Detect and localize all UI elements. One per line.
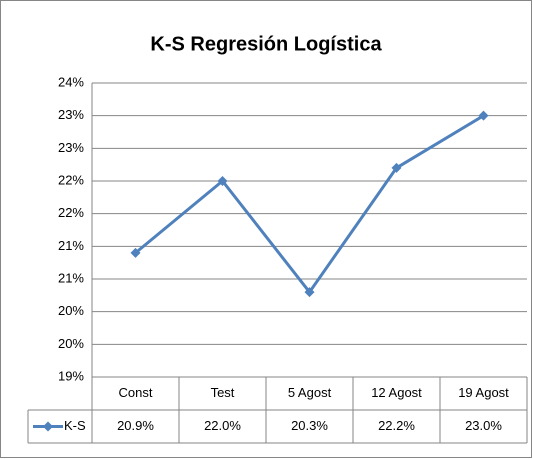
marker: [217, 176, 228, 186]
x-tick-label: Test: [211, 385, 235, 400]
legend-label: K-S: [64, 418, 86, 433]
x-tick-label: 5 Agost: [288, 385, 332, 400]
x-tick-label: Const: [119, 385, 153, 400]
y-tick-label: 21%: [58, 270, 84, 285]
y-tick-label: 21%: [58, 238, 84, 253]
table-value: 23.0%: [465, 418, 502, 433]
x-tick-label: 19 Agost: [458, 385, 509, 400]
legend-marker: [43, 421, 53, 432]
marker: [478, 110, 489, 121]
marker: [304, 287, 315, 298]
marker: [391, 162, 402, 173]
table-value: 22.2%: [378, 418, 415, 433]
y-tick-label: 22%: [58, 172, 84, 187]
y-tick-label: 20%: [58, 303, 84, 318]
table-value: 20.9%: [117, 418, 154, 433]
y-tick-label: 23%: [58, 107, 84, 122]
y-tick-label: 19%: [58, 368, 84, 383]
y-tick-label: 24%: [58, 74, 84, 89]
x-tick-label: 12 Agost: [371, 385, 422, 400]
marker: [130, 247, 141, 258]
y-tick-label: 23%: [58, 140, 84, 155]
table-value: 22.0%: [204, 418, 241, 433]
y-tick-label: 20%: [58, 336, 84, 351]
chart-title: K-S Regresión Logística: [150, 33, 382, 55]
y-tick-label: 22%: [58, 205, 84, 220]
table-value: 20.3%: [291, 418, 328, 433]
